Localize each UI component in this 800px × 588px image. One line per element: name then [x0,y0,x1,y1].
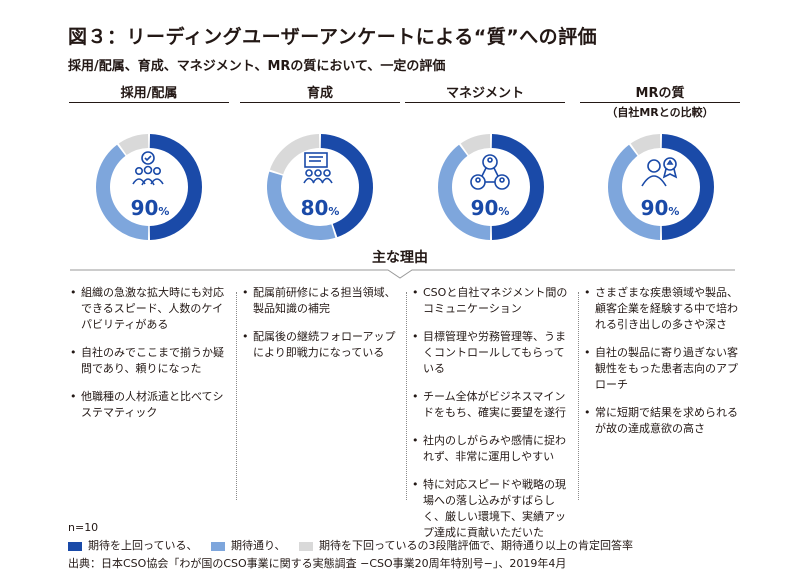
slice-as-expected [608,144,661,240]
slice-below-expectation [460,134,491,156]
reasons-column-recruitment: 組織の急激な拡大時にも対応できるスピード、人数のケイパビリティがある 自社のみで… [70,285,230,433]
reasons-column-mr-quality: さまざまな疾患領域や製品、顧客企業を経験する中で培われる引き出しの多さや深さ 自… [584,285,744,449]
reasons-column-training: 配属前研修による担当領域、製品知識の補完 配属後の継続フォローアップにより即戦力… [242,285,402,373]
header-rule [405,102,565,103]
chart-label-training: 育成 [240,82,400,103]
header-rule [240,102,400,103]
reason-item: 他職種の人材派遣と比べてシステマティック [70,389,230,421]
chart-label-text: 採用/配属 [120,86,178,101]
value-unit: % [668,205,680,218]
reason-item: 目標管理や労務管理等、うまくコントロールしてもらっている [412,329,572,377]
chart-note: （自社MRとの比較） [606,106,714,119]
reason-item: 配属前研修による担当領域、製品知識の補完 [242,285,402,317]
chart-label-recruitment: 採用/配属 [69,82,229,103]
legend-item: 期待を上回っている、 [68,537,197,553]
column-divider [236,292,237,500]
value-number: 90 [470,196,499,220]
reason-item: 自社のみでここまで揃うか疑問であり、頼りになった [70,345,230,377]
value-unit: % [328,205,340,218]
chart-label-text: マネジメント [445,86,524,101]
chart-label-management: マネジメント [405,82,565,103]
column-divider [406,292,407,500]
reason-item: さまざまな疾患領域や製品、顧客企業を経験する中で培われる引き出しの多さや深さ [584,285,744,333]
value-label-management: 90% [460,196,520,220]
legend-item: 期待を下回っているの3段階評価で、期待通り以上の肯定回答率 [299,537,633,553]
reason-item: CSOと自社マネジメント間のコミュニケーション [412,285,572,317]
legend-swatch [210,541,225,551]
chart-label-text: MRの質 [635,86,685,101]
reason-item: チーム全体がビジネスマインドをもち、確実に要望を遂行 [412,389,572,421]
slice-above-expectation [661,134,714,240]
chart-label-text: 育成 [306,86,333,101]
figure-subtitle: 採用/配属、育成、マネジメント、MRの質において、一定の評価 [68,59,446,74]
column-divider [578,292,579,500]
value-number: 80 [300,196,329,220]
value-number: 90 [640,196,669,220]
legend-item: 期待通り、 [210,537,286,553]
reason-item: 配属後の継続フォローアップにより即戦力になっている [242,329,402,361]
reason-item: 自社の製品に寄り過ぎない客観性をもった患者志向のアプローチ [584,345,744,393]
slice-above-expectation [320,134,374,238]
legend-swatch [299,541,314,551]
slice-above-expectation [491,134,544,240]
legend-text: 期待を下回っているの3段階評価で、期待通り以上の肯定回答率 [319,539,634,552]
chart-label-mr-quality: MRの質 [580,82,740,103]
reason-item: 常に短期で結果を求められるが故の達成意欲の高さ [584,405,744,437]
figure-title: 図３：リーディングユーザーアンケートによる“質”への評価 [68,26,598,48]
network-people-icon [470,154,510,190]
slice-below-expectation [269,134,320,175]
slice-as-expected [96,144,149,240]
slice-as-expected [438,144,491,240]
sample-size: n=10 [68,521,99,534]
value-unit: % [498,205,510,218]
value-label-recruitment: 90% [120,196,180,220]
team-quality-icon [132,151,164,186]
person-award-icon [641,157,678,187]
header-rule [580,102,740,103]
reason-item: 社内のしがらみや感情に捉われず、非常に運用しやすい [412,433,572,465]
slice-below-expectation [118,134,149,156]
reasons-column-management: CSOと自社マネジメント間のコミュニケーション 目標管理や労務管理等、うまくコン… [412,285,572,553]
header-rule [69,102,229,103]
reason-item: 組織の急激な拡大時にも対応できるスピード、人数のケイパビリティがある [70,285,230,333]
reason-item: 特に対応スピードや戦略の現場への落し込みがすばらしく、厳しい環境下、実績アップ達… [412,477,572,541]
value-unit: % [158,205,170,218]
legend: 期待を上回っている、 期待通り、 期待を下回っているの3段階評価で、期待通り以上… [68,537,643,553]
legend-text: 期待通り、 [230,539,286,552]
legend-swatch [68,541,82,551]
slice-below-expectation [630,134,661,156]
value-label-mr-quality: 90% [630,196,690,220]
training-board-icon [303,152,333,184]
value-number: 90 [130,196,159,220]
legend-text: 期待を上回っている、 [88,539,198,552]
slice-above-expectation [149,134,202,240]
slice-as-expected [267,171,336,240]
value-label-training: 80% [290,196,350,220]
reasons-title: 主な理由 [372,250,428,266]
source-note: 出典：日本CSO協会「わが国のCSO事業に関する実態調査 −CSO事業20周年特… [68,557,567,570]
